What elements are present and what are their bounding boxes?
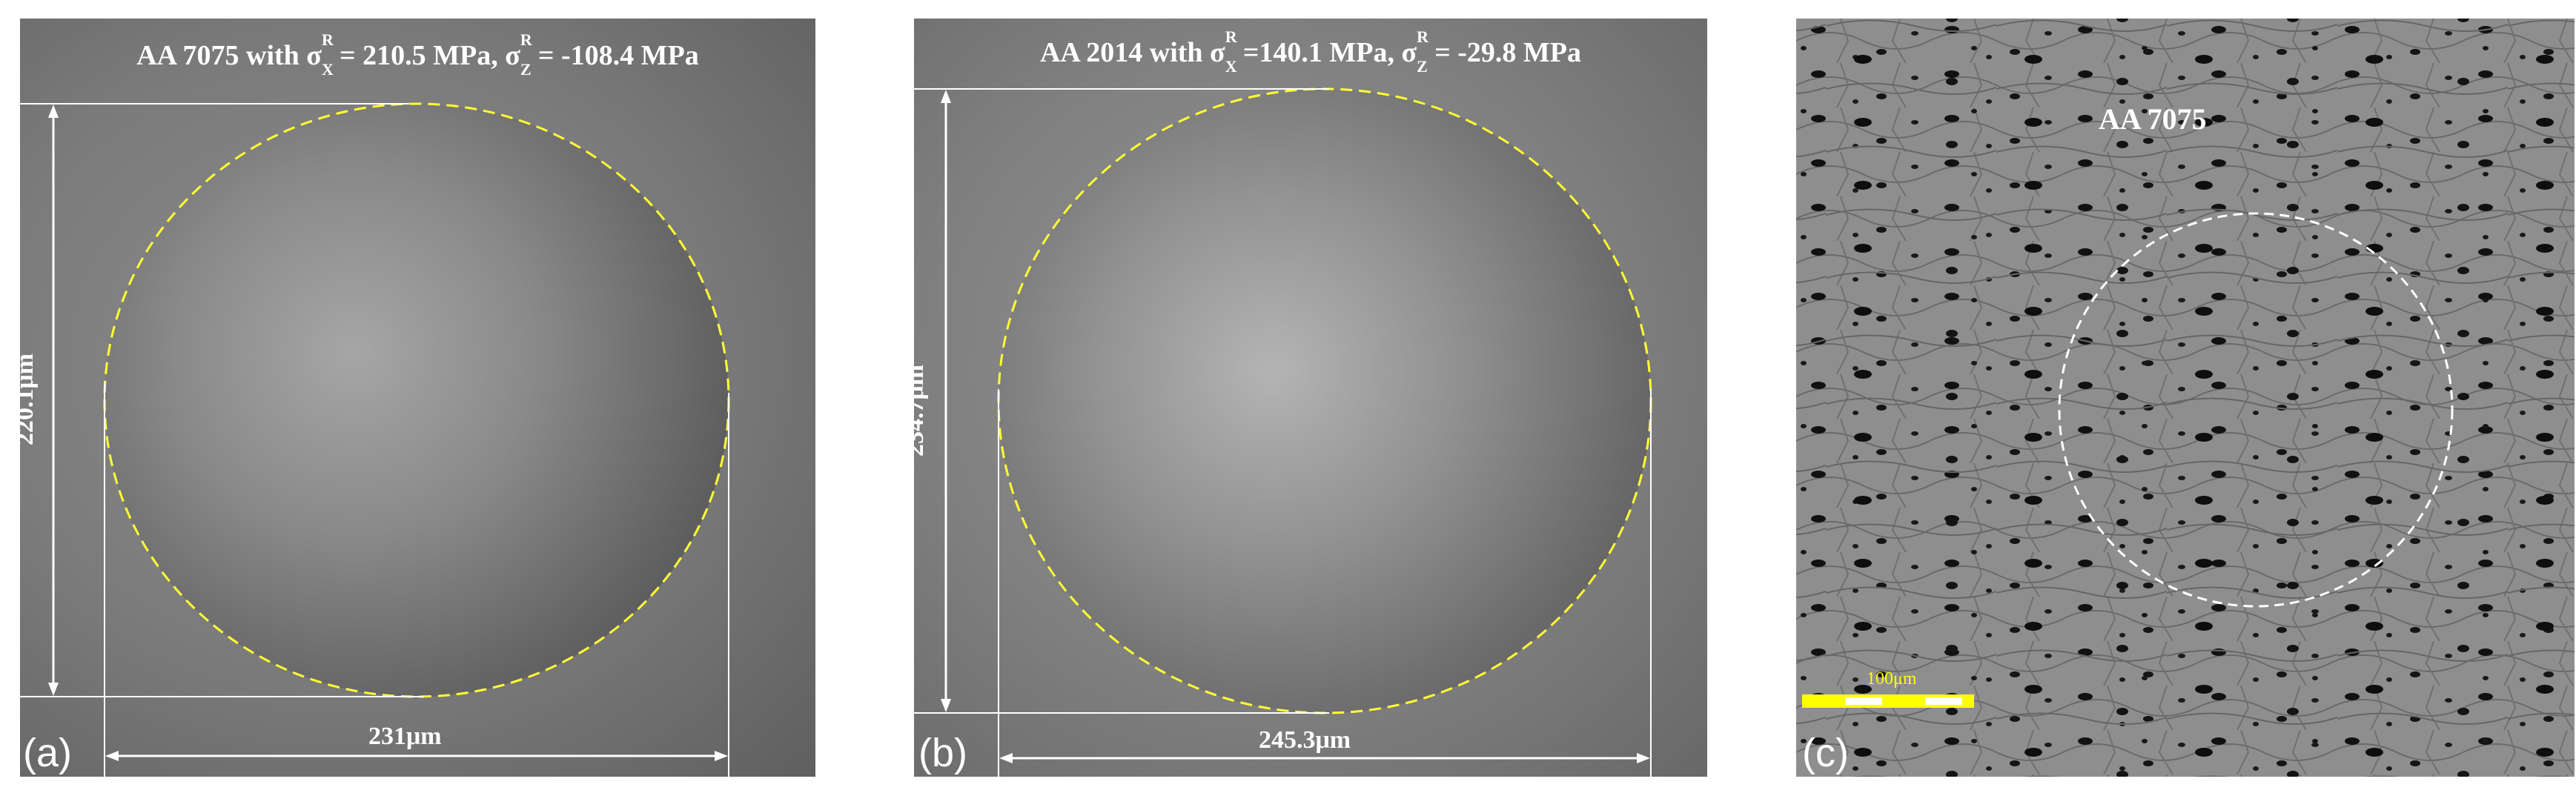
- annotation-overlay: [914, 87, 1652, 777]
- indentation-dimple: [105, 104, 729, 697]
- sigma-subscript: Z: [1417, 57, 1428, 76]
- sigma-x-value: =140.1 MPa,: [1242, 37, 1394, 68]
- height-arrow-top: [48, 104, 59, 118]
- panel-title: AA 7075 with σ R X = 210.5 MPa, σ R Z = -108.4…: [20, 32, 815, 78]
- sigma-superscript: R: [1417, 27, 1429, 46]
- sigma-subscript: X: [1225, 57, 1237, 76]
- sigma-superscript: R: [321, 30, 334, 49]
- sigma-symbol: σ: [505, 40, 520, 71]
- sigma-symbol: σ: [1401, 37, 1417, 68]
- micrograph-panel-c: AA 7075 100μm (c): [1796, 19, 2575, 777]
- width-label: 245.3μm: [1259, 726, 1351, 754]
- sigma-symbol: σ: [1210, 37, 1225, 68]
- width-arrow-left: [105, 751, 119, 761]
- micrograph-panel-a: AA 7075 with σ R X = 210.5 MPa, σ R Z = -108.4…: [20, 19, 815, 777]
- scale-bar-segment: [1925, 697, 1962, 705]
- sigma-z-value: = -29.8 MPa: [1434, 37, 1582, 68]
- sigma-superscript: R: [1225, 27, 1237, 46]
- height-label: 220.1μm: [20, 353, 39, 446]
- material-label: AA 7075: [2099, 102, 2207, 136]
- sigma-superscript: R: [520, 30, 532, 49]
- panel-letter: (b): [918, 731, 967, 775]
- panel-letter: (a): [23, 731, 72, 775]
- grain-structure-overlay: [1796, 19, 2575, 777]
- region-highlight-circle: [2058, 212, 2454, 608]
- height-arrow-bottom: [941, 699, 951, 712]
- annotation-overlay: [20, 102, 730, 777]
- sigma-symbol: σ: [306, 40, 322, 71]
- width-arrow-left: [999, 753, 1013, 763]
- title-prefix: AA 7075 with: [136, 40, 299, 71]
- width-label: 231μm: [368, 723, 442, 750]
- scale-bar-segment: [1845, 697, 1882, 705]
- width-arrow-right: [715, 751, 728, 761]
- sigma-x-value: = 210.5 MPa,: [339, 40, 498, 71]
- micrograph-panel-b: AA 2014 with σ R X =140.1 MPa, σ R Z = -29.8 M…: [914, 19, 1707, 777]
- height-label: 234.7μm: [914, 364, 930, 457]
- panel-letter: (c): [1802, 731, 1849, 775]
- sigma-z-value: = -108.4 MPa: [537, 40, 699, 71]
- sigma-subscript: X: [321, 60, 334, 79]
- height-arrow-bottom: [48, 683, 59, 696]
- panel-title: AA 2014 with σ R X =140.1 MPa, σ R Z = -29.8 M…: [914, 29, 1707, 75]
- inclusion-texture: [1796, 19, 2575, 777]
- height-arrow-top: [941, 90, 951, 103]
- width-arrow-right: [1637, 753, 1650, 763]
- dimple-outline: [103, 102, 730, 698]
- title-prefix: AA 2014 with: [1039, 37, 1203, 68]
- dimple-outline: [997, 87, 1652, 714]
- scale-bar-label: 100μm: [1867, 669, 1917, 689]
- indentation-dimple: [999, 89, 1651, 713]
- sigma-subscript: Z: [520, 60, 532, 79]
